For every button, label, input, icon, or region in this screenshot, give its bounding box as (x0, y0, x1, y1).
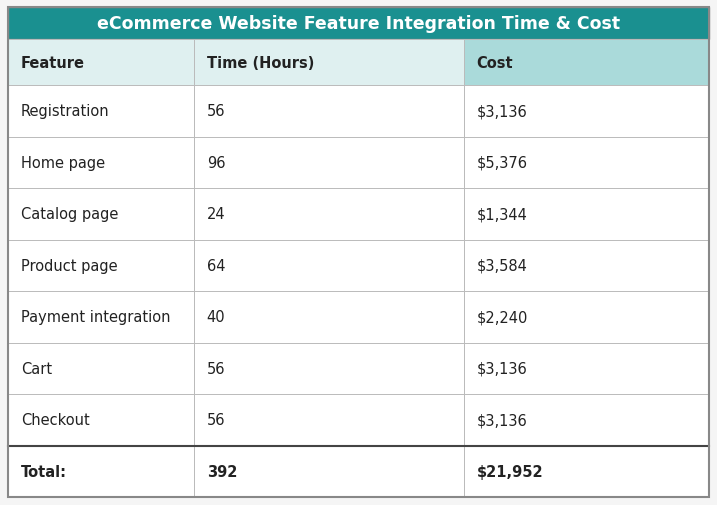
Bar (8, 189, 194, 240)
Text: Checkout: Checkout (21, 413, 90, 427)
Text: Catalog page: Catalog page (21, 207, 118, 222)
Text: Cart: Cart (21, 361, 52, 376)
Bar (8, 40, 194, 86)
Bar (194, 445, 464, 497)
Bar (8, 343, 194, 394)
Text: 96: 96 (206, 156, 225, 170)
Bar (464, 291, 709, 343)
Text: $3,136: $3,136 (477, 413, 528, 427)
Bar (194, 343, 464, 394)
Bar (194, 137, 464, 189)
Text: Cost: Cost (477, 56, 513, 70)
Bar (464, 189, 709, 240)
Text: $3,136: $3,136 (477, 361, 528, 376)
Bar (194, 240, 464, 291)
Text: 56: 56 (206, 104, 225, 119)
Text: 56: 56 (206, 361, 225, 376)
Bar (8, 137, 194, 189)
Text: $3,136: $3,136 (477, 104, 528, 119)
Bar (194, 40, 464, 86)
Text: $2,240: $2,240 (477, 310, 528, 325)
Bar (8, 86, 194, 137)
Text: Payment integration: Payment integration (21, 310, 171, 325)
Text: Product page: Product page (21, 258, 118, 273)
Bar (464, 343, 709, 394)
Text: Feature: Feature (21, 56, 85, 70)
Bar (464, 86, 709, 137)
Bar (194, 291, 464, 343)
Bar (194, 86, 464, 137)
Bar (8, 394, 194, 445)
Text: $5,376: $5,376 (477, 156, 528, 170)
Text: Time (Hours): Time (Hours) (206, 56, 314, 70)
Bar (464, 445, 709, 497)
Text: eCommerce Website Feature Integration Time & Cost: eCommerce Website Feature Integration Ti… (97, 15, 620, 33)
Text: $1,344: $1,344 (477, 207, 528, 222)
Text: Total:: Total: (21, 464, 67, 479)
Text: 40: 40 (206, 310, 225, 325)
Bar (464, 137, 709, 189)
Text: 392: 392 (206, 464, 237, 479)
Bar (194, 189, 464, 240)
Bar (464, 240, 709, 291)
Bar (464, 40, 709, 86)
Text: 56: 56 (206, 413, 225, 427)
Bar (8, 291, 194, 343)
Text: $21,952: $21,952 (477, 464, 543, 479)
Text: Registration: Registration (21, 104, 110, 119)
Bar (464, 394, 709, 445)
Text: $3,584: $3,584 (477, 258, 528, 273)
Bar (194, 394, 464, 445)
Text: Home page: Home page (21, 156, 105, 170)
Bar (8, 240, 194, 291)
Bar (8, 445, 194, 497)
Text: 64: 64 (206, 258, 225, 273)
Bar (8, 8, 709, 40)
Text: 24: 24 (206, 207, 225, 222)
